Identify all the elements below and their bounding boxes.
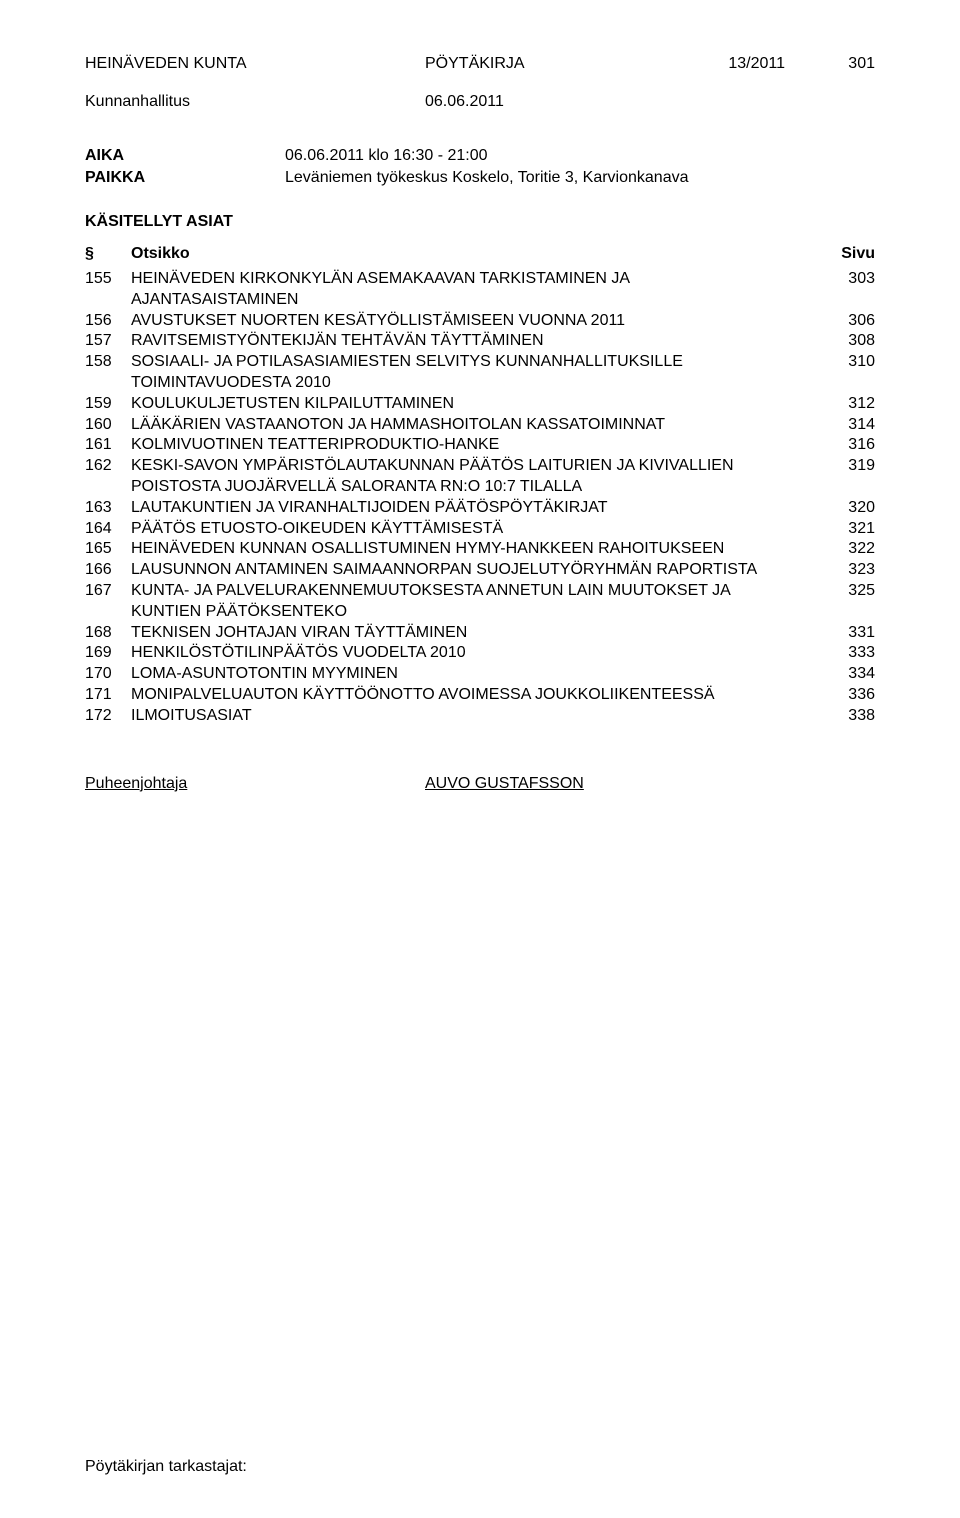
page-subheader: Kunnanhallitus 06.06.2011 [85,93,875,111]
chair-line: Puheenjohtaja AUVO GUSTAFSSON [85,775,875,793]
toc-row-num: 172 [85,706,131,727]
page-footer: Pöytäkirjan tarkastajat: [85,1458,247,1476]
toc-row: 157RAVITSEMISTYÖNTEKIJÄN TEHTÄVÄN TÄYTTÄ… [85,331,875,352]
toc-row-page: 310 [815,352,875,394]
toc-row-title: PÄÄTÖS ETUOSTO-OIKEUDEN KÄYTTÄMISESTÄ [131,519,815,540]
toc-row-page: 314 [815,415,875,436]
toc-row-num: 169 [85,643,131,664]
handled-items-title: KÄSITELLYT ASIAT [85,213,875,231]
toc-row-title: HENKILÖSTÖTILINPÄÄTÖS VUODELTA 2010 [131,643,815,664]
header-page-number: 301 [785,55,875,73]
chair-name: AUVO GUSTAFSSON [425,775,875,793]
toc-row-num: 160 [85,415,131,436]
toc-row-page: 325 [815,581,875,623]
toc-row-num: 164 [85,519,131,540]
toc-row-page: 316 [815,435,875,456]
toc-row: 165HEINÄVEDEN KUNNAN OSALLISTUMINEN HYMY… [85,539,875,560]
toc-row-num: 155 [85,269,131,311]
toc-row-num: 157 [85,331,131,352]
toc-row: 155HEINÄVEDEN KIRKONKYLÄN ASEMAKAAVAN TA… [85,269,875,311]
toc-row-title: LÄÄKÄRIEN VASTAANOTON JA HAMMASHOITOLAN … [131,415,815,436]
toc-row: 172ILMOITUSASIAT338 [85,706,875,727]
toc-row-num: 162 [85,456,131,498]
toc-head-page: Sivu [815,245,875,263]
time-row: AIKA 06.06.2011 klo 16:30 - 21:00 [85,147,875,165]
toc-row-title: AVUSTUKSET NUORTEN KESÄTYÖLLISTÄMISEEN V… [131,311,815,332]
time-label: AIKA [85,147,285,165]
header-doc-type: PÖYTÄKIRJA [425,55,675,73]
page-header: HEINÄVEDEN KUNTA PÖYTÄKIRJA 13/2011 301 [85,55,875,73]
toc-row-page: 312 [815,394,875,415]
header-doc-number: 13/2011 [675,55,785,73]
toc-row-title: LAUSUNNON ANTAMINEN SAIMAANNORPAN SUOJEL… [131,560,815,581]
toc-row: 170LOMA-ASUNTOTONTIN MYYMINEN334 [85,664,875,685]
toc-row-title: KESKI-SAVON YMPÄRISTÖLAUTAKUNNAN PÄÄTÖS … [131,456,815,498]
toc-row: 166LAUSUNNON ANTAMINEN SAIMAANNORPAN SUO… [85,560,875,581]
toc-row-page: 336 [815,685,875,706]
toc-row-title: HEINÄVEDEN KUNNAN OSALLISTUMINEN HYMY-HA… [131,539,815,560]
toc-row: 159KOULUKULJETUSTEN KILPAILUTTAMINEN312 [85,394,875,415]
page: HEINÄVEDEN KUNTA PÖYTÄKIRJA 13/2011 301 … [0,0,960,1518]
toc-row-title: RAVITSEMISTYÖNTEKIJÄN TEHTÄVÄN TÄYTTÄMIN… [131,331,815,352]
toc-row-num: 171 [85,685,131,706]
toc-row-title: KOLMIVUOTINEN TEATTERIPRODUKTIO-HANKE [131,435,815,456]
toc-row-page: 303 [815,269,875,311]
toc-row-page: 334 [815,664,875,685]
toc-row-page: 323 [815,560,875,581]
toc-row-num: 168 [85,623,131,644]
toc-row-title: HEINÄVEDEN KIRKONKYLÄN ASEMAKAAVAN TARKI… [131,269,815,311]
toc-head-sym: § [85,245,131,263]
toc-row: 156AVUSTUKSET NUORTEN KESÄTYÖLLISTÄMISEE… [85,311,875,332]
toc-row-num: 167 [85,581,131,623]
toc-row-title: ILMOITUSASIAT [131,706,815,727]
toc-row-page: 320 [815,498,875,519]
toc-row: 164PÄÄTÖS ETUOSTO-OIKEUDEN KÄYTTÄMISESTÄ… [85,519,875,540]
toc-row-num: 170 [85,664,131,685]
toc-row-title: SOSIAALI- JA POTILASASIAMIESTEN SELVITYS… [131,352,815,394]
toc-row-title: KOULUKULJETUSTEN KILPAILUTTAMINEN [131,394,815,415]
toc-row: 162KESKI-SAVON YMPÄRISTÖLAUTAKUNNAN PÄÄT… [85,456,875,498]
toc-row-num: 161 [85,435,131,456]
toc-row-title: LOMA-ASUNTOTONTIN MYYMINEN [131,664,815,685]
header-body: Kunnanhallitus [85,93,425,111]
toc-row: 160LÄÄKÄRIEN VASTAANOTON JA HAMMASHOITOL… [85,415,875,436]
chair-label: Puheenjohtaja [85,775,425,793]
toc-row: 171MONIPALVELUAUTON KÄYTTÖÖNOTTO AVOIMES… [85,685,875,706]
toc-row-page: 319 [815,456,875,498]
toc-row-num: 166 [85,560,131,581]
toc-row-num: 156 [85,311,131,332]
toc-row-page: 333 [815,643,875,664]
toc-row-page: 306 [815,311,875,332]
place-row: PAIKKA Leväniemen työkeskus Koskelo, Tor… [85,169,875,187]
toc-head-title: Otsikko [131,245,815,263]
toc-row-num: 158 [85,352,131,394]
place-label: PAIKKA [85,169,285,187]
toc-row-page: 308 [815,331,875,352]
toc-row-num: 159 [85,394,131,415]
header-body-date: 06.06.2011 [425,93,875,111]
toc-row: 161KOLMIVUOTINEN TEATTERIPRODUKTIO-HANKE… [85,435,875,456]
toc-row-title: KUNTA- JA PALVELURAKENNEMUUTOKSESTA ANNE… [131,581,815,623]
toc-row: 158SOSIAALI- JA POTILASASIAMIESTEN SELVI… [85,352,875,394]
toc-body: 155HEINÄVEDEN KIRKONKYLÄN ASEMAKAAVAN TA… [85,269,875,727]
toc-row-num: 165 [85,539,131,560]
toc-row-title: MONIPALVELUAUTON KÄYTTÖÖNOTTO AVOIMESSA … [131,685,815,706]
toc-row: 169HENKILÖSTÖTILINPÄÄTÖS VUODELTA 201033… [85,643,875,664]
time-value: 06.06.2011 klo 16:30 - 21:00 [285,147,875,165]
toc-row-title: LAUTAKUNTIEN JA VIRANHALTIJOIDEN PÄÄTÖSP… [131,498,815,519]
toc-header: § Otsikko Sivu [85,245,875,263]
toc-row-page: 321 [815,519,875,540]
toc-row: 168TEKNISEN JOHTAJAN VIRAN TÄYTTÄMINEN33… [85,623,875,644]
toc-row-title: TEKNISEN JOHTAJAN VIRAN TÄYTTÄMINEN [131,623,815,644]
toc-row-page: 322 [815,539,875,560]
place-value: Leväniemen työkeskus Koskelo, Toritie 3,… [285,169,875,187]
toc-row-page: 331 [815,623,875,644]
toc-row: 163LAUTAKUNTIEN JA VIRANHALTIJOIDEN PÄÄT… [85,498,875,519]
header-org: HEINÄVEDEN KUNTA [85,55,425,73]
toc-row-page: 338 [815,706,875,727]
toc-row-num: 163 [85,498,131,519]
toc-row: 167KUNTA- JA PALVELURAKENNEMUUTOKSESTA A… [85,581,875,623]
